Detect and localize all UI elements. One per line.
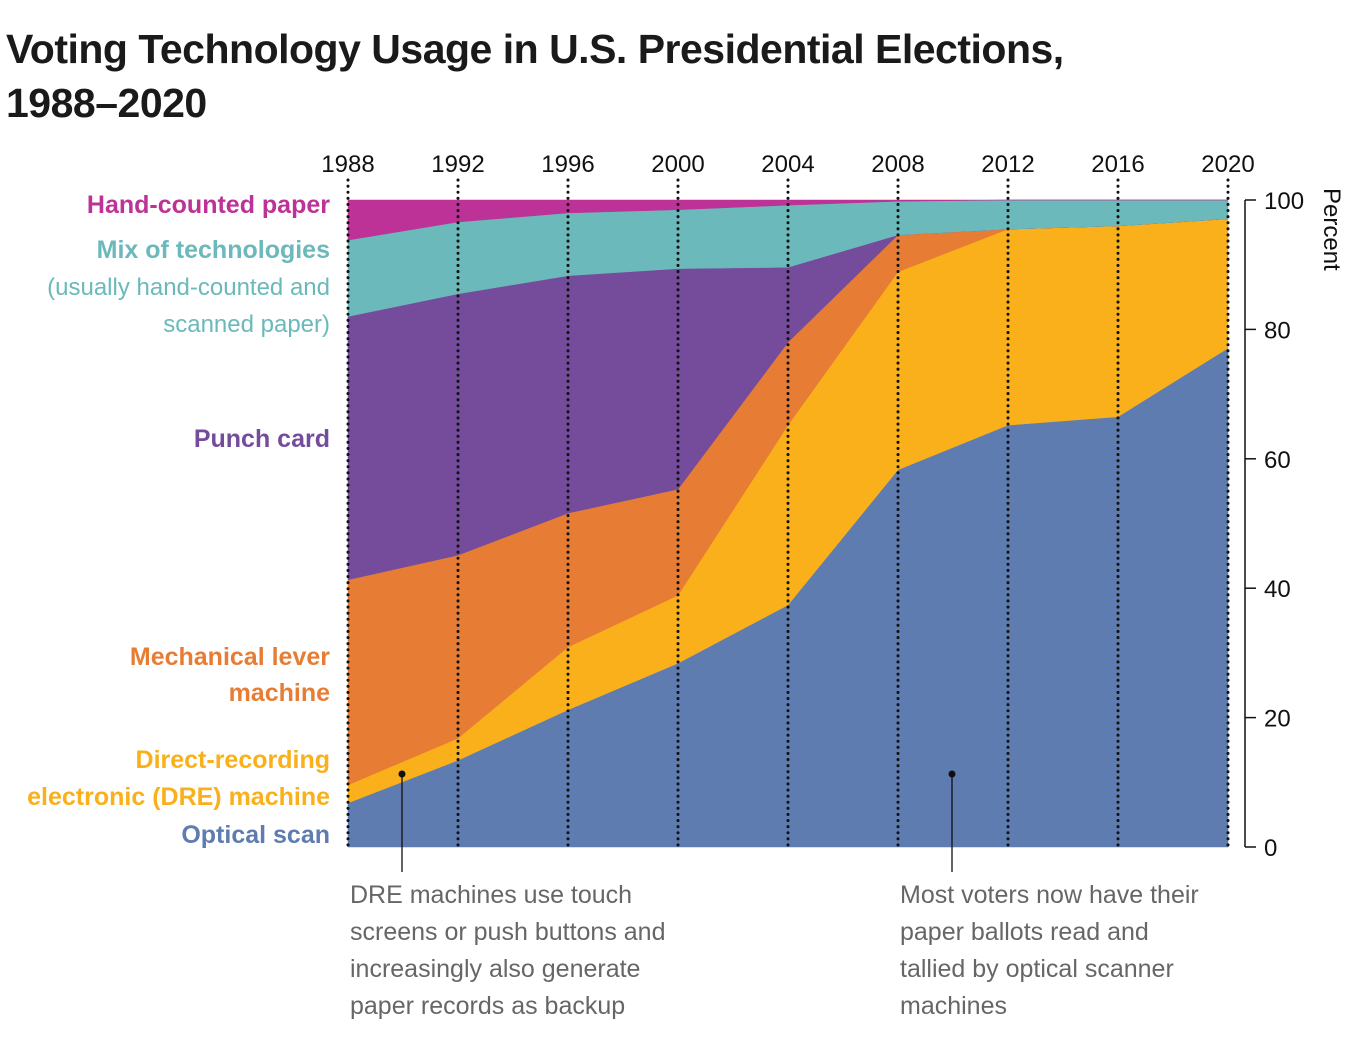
y-tick-label: 100 xyxy=(1264,188,1304,215)
x-tick-label: 1988 xyxy=(321,151,374,178)
series-label: Mechanical lever xyxy=(130,643,330,671)
series-label: Direct-recording xyxy=(136,746,330,774)
annotation-text: tallied by optical scanner xyxy=(900,955,1174,983)
series-label: scanned paper) xyxy=(163,311,330,338)
y-tick-label: 60 xyxy=(1264,447,1291,474)
series-label: Mix of technologies xyxy=(97,236,330,264)
series-label: Hand-counted paper xyxy=(87,191,330,219)
series-label: Optical scan xyxy=(181,821,330,849)
y-tick-label: 40 xyxy=(1264,576,1291,603)
x-tick-label: 2000 xyxy=(651,151,704,178)
annotation-text: increasingly also generate xyxy=(350,955,640,983)
x-tick-label: 1992 xyxy=(431,151,484,178)
y-axis-label: Percent xyxy=(1318,188,1345,271)
annotation-text: paper ballots read and xyxy=(900,918,1149,946)
annotation-text: paper records as backup xyxy=(350,992,625,1020)
annotation-text: Most voters now have their xyxy=(900,881,1199,909)
x-tick-label: 2004 xyxy=(761,151,814,178)
x-tick-label: 2008 xyxy=(871,151,924,178)
x-tick-label: 2016 xyxy=(1091,151,1144,178)
x-tick-label: 2012 xyxy=(981,151,1034,178)
annotation-text: screens or push buttons and xyxy=(350,918,665,946)
y-tick-label: 0 xyxy=(1264,835,1277,862)
x-tick-label: 1996 xyxy=(541,151,594,178)
series-label: machine xyxy=(229,679,331,707)
series-label: Punch card xyxy=(194,425,330,453)
y-tick-label: 80 xyxy=(1264,317,1291,344)
chart-title: Voting Technology Usage in U.S. Presiden… xyxy=(6,26,1064,126)
annotation-text: DRE machines use touch xyxy=(350,881,632,909)
series-label: (usually hand-counted and xyxy=(47,274,330,301)
y-tick-label: 20 xyxy=(1264,706,1291,733)
annotation-text: machines xyxy=(900,992,1007,1020)
series-label: electronic (DRE) machine xyxy=(27,783,330,811)
x-tick-label: 2020 xyxy=(1201,151,1254,178)
